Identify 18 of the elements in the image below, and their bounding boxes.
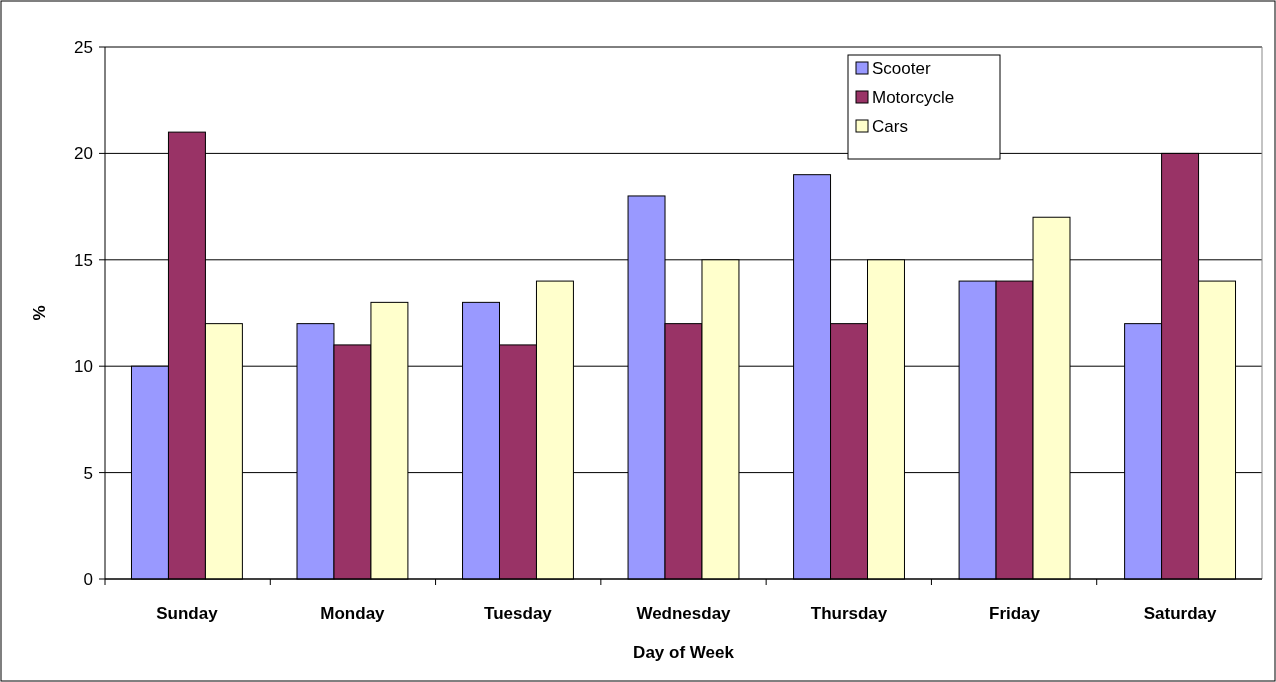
x-tick-label: Sunday — [156, 604, 219, 623]
legend-label: Cars — [872, 116, 908, 136]
y-tick-label: 25 — [74, 37, 93, 57]
x-tick-label: Thursday — [810, 604, 888, 623]
y-tick-label: 20 — [74, 144, 93, 164]
legend-label: Motorcycle — [872, 87, 955, 107]
y-tick-label: 15 — [74, 250, 93, 270]
y-tick-label: 5 — [83, 463, 93, 483]
x-tick-label: Wednesday — [636, 604, 732, 623]
x-tick-label: Friday — [989, 604, 1041, 623]
y-axis-title: % — [30, 305, 49, 321]
y-tick-label: 0 — [83, 569, 93, 589]
x-tick-label: Tuesday — [484, 604, 553, 623]
y-tick-label: 10 — [74, 357, 93, 377]
legend-label: Scooter — [872, 58, 931, 78]
x-axis-title: Day of Week — [633, 643, 735, 662]
x-tick-label: Saturday — [1143, 604, 1217, 623]
x-tick-label: Monday — [320, 604, 386, 623]
